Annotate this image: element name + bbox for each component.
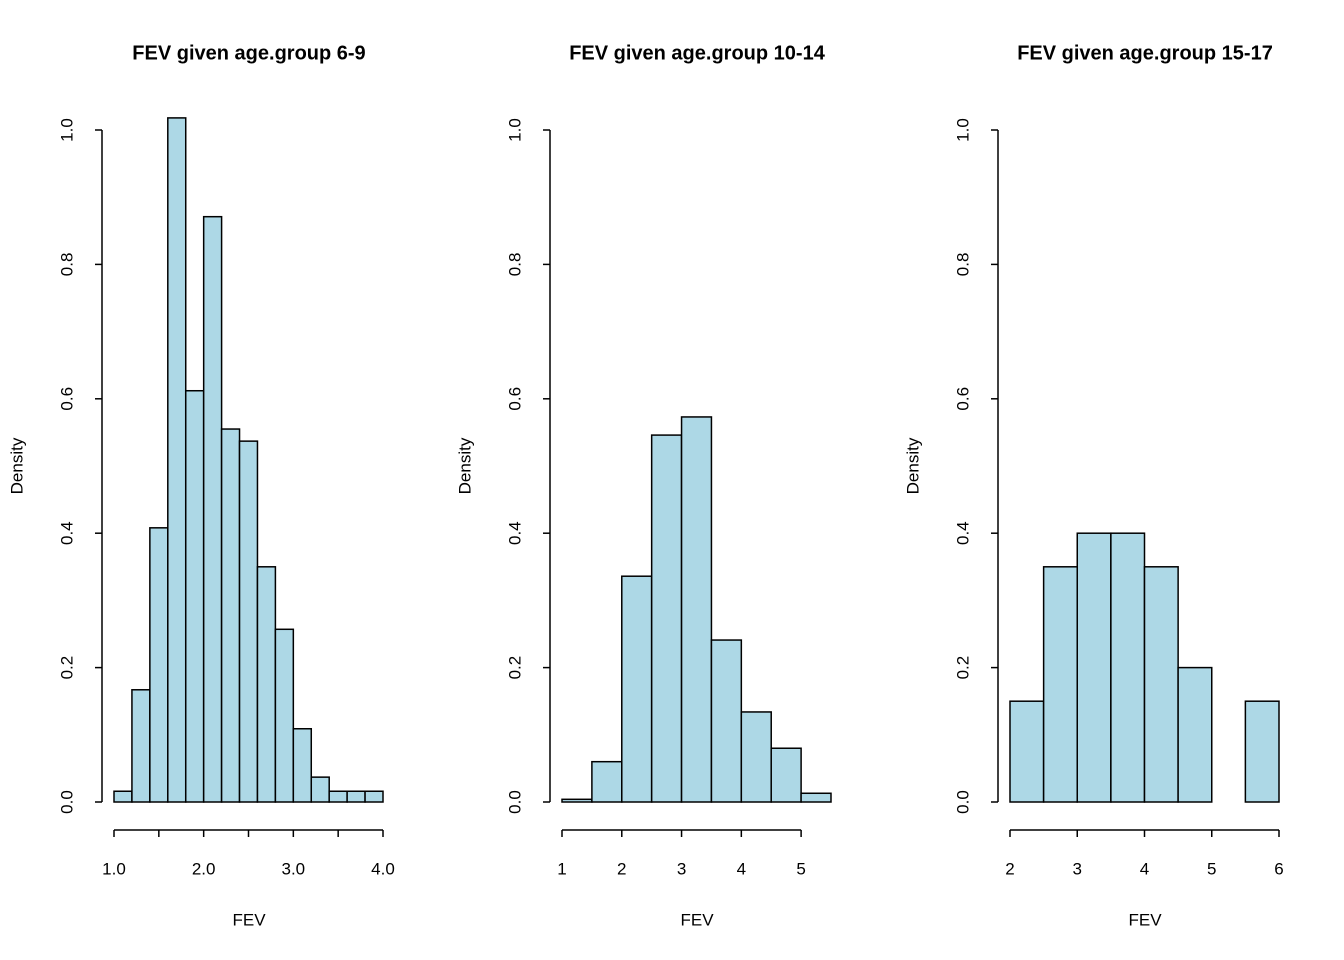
y-tick-label: 0.6 (505, 387, 524, 411)
bar (113, 790, 133, 803)
chart-title: FEV given age.group 6-9 (132, 42, 365, 64)
bar (256, 566, 277, 803)
bar (710, 639, 743, 803)
y-tick-label: 0.0 (505, 790, 524, 814)
bar (650, 434, 683, 803)
x-axis-label: FEV (232, 910, 266, 929)
bar (220, 428, 241, 803)
x-tick-label: 5 (796, 859, 805, 878)
x-tick-label: 3 (677, 859, 686, 878)
bar (346, 790, 366, 803)
x-tick-label: 1.0 (102, 859, 126, 878)
bar (680, 416, 713, 803)
bar (621, 575, 653, 803)
y-tick-label: 0.8 (505, 253, 524, 277)
y-tick-label: 0.8 (953, 253, 972, 277)
bar (238, 440, 259, 803)
bar (328, 790, 348, 803)
bar (1110, 532, 1146, 803)
y-tick-label: 0.4 (57, 521, 76, 545)
y-axis-label: Density (7, 437, 26, 494)
x-tick-label: 2.0 (192, 859, 216, 878)
bar (800, 792, 832, 803)
bar (1076, 532, 1112, 803)
x-tick-label: 2 (1005, 859, 1014, 878)
bar (292, 728, 313, 803)
y-tick-label: 1.0 (57, 118, 76, 142)
y-tick-label: 0.6 (953, 387, 972, 411)
y-tick-label: 0.2 (505, 656, 524, 680)
x-tick-label: 4.0 (371, 859, 395, 878)
bar (1042, 566, 1078, 803)
bar (274, 628, 295, 803)
y-tick-label: 0.4 (505, 521, 524, 545)
bar (184, 389, 205, 803)
y-tick-label: 0.8 (57, 253, 76, 277)
x-tick-label: 3.0 (282, 859, 306, 878)
x-tick-label: 4 (1140, 859, 1149, 878)
y-tick-label: 1.0 (505, 118, 524, 142)
y-axis-label: Density (455, 437, 474, 494)
x-tick-label: 1 (557, 859, 566, 878)
x-tick-label: 2 (617, 859, 626, 878)
bar (310, 776, 330, 803)
bar (364, 790, 384, 803)
x-tick-label: 4 (737, 859, 746, 878)
x-axis-label: FEV (680, 910, 714, 929)
bar (131, 689, 151, 803)
bar (149, 527, 169, 803)
bar (591, 760, 623, 803)
x-tick-label: 6 (1274, 859, 1283, 878)
x-tick-label: 5 (1207, 859, 1216, 878)
chart-title: FEV given age.group 15-17 (1017, 42, 1273, 64)
y-axis-label: Density (903, 437, 922, 494)
y-tick-label: 0.0 (57, 790, 76, 814)
bar (561, 798, 593, 803)
y-tick-label: 0.2 (953, 656, 972, 680)
x-tick-label: 3 (1073, 859, 1082, 878)
bar (167, 117, 187, 803)
chart-title: FEV given age.group 10-14 (569, 42, 826, 64)
y-tick-label: 0.0 (953, 790, 972, 814)
bar (1143, 566, 1179, 803)
y-tick-label: 0.2 (57, 656, 76, 680)
bar (202, 215, 223, 803)
bar (1009, 700, 1045, 803)
bar (740, 711, 772, 803)
y-tick-label: 0.4 (953, 521, 972, 545)
y-tick-label: 0.6 (57, 387, 76, 411)
bar (1244, 700, 1280, 803)
bar (770, 747, 802, 803)
bar (1177, 666, 1213, 803)
x-axis-label: FEV (1128, 910, 1162, 929)
y-tick-label: 1.0 (953, 118, 972, 142)
